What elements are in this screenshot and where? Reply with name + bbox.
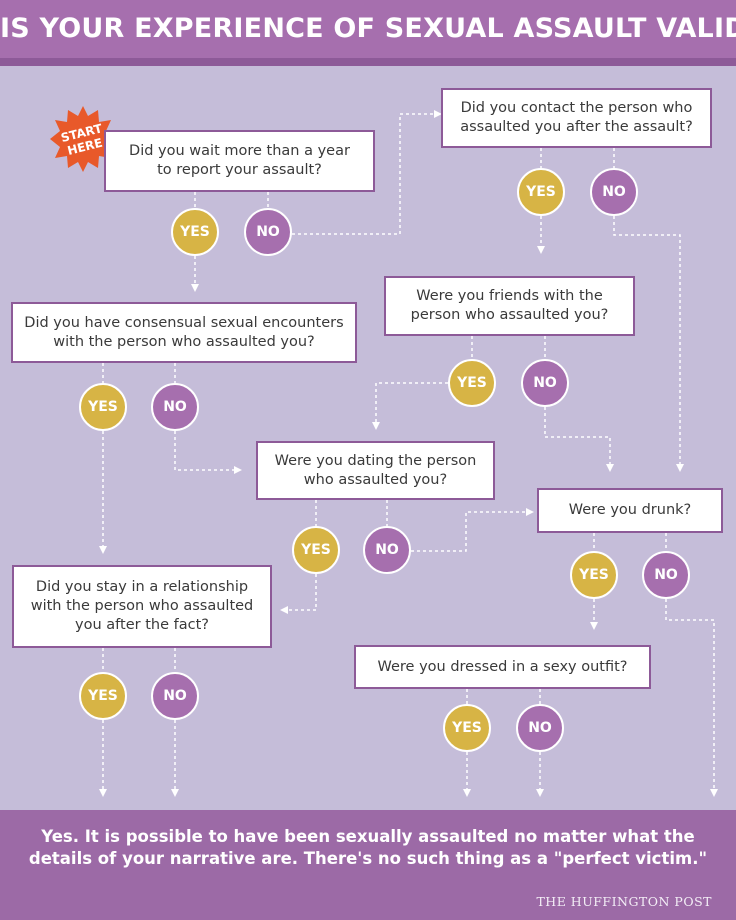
yes-badge: YES (443, 704, 491, 752)
connector-friends-no (544, 407, 614, 472)
question-drunk: Were you drunk? (537, 488, 723, 533)
connector-friends-yes (372, 382, 448, 430)
connector-drunk-no (665, 599, 718, 797)
connector-consensual-no (174, 431, 242, 474)
no-badge: NO (244, 208, 292, 256)
question-relationship: Did you stay in a relationship with the … (12, 565, 272, 648)
yes-badge: YES (292, 526, 340, 574)
connector-contact-no (613, 216, 684, 472)
question-wait-year: Did you wait more than a year to report … (104, 130, 375, 192)
yes-badge: YES (79, 383, 127, 431)
no-badge: NO (590, 168, 638, 216)
connector-dating-no (411, 508, 534, 552)
no-badge: NO (521, 359, 569, 407)
question-contact-after: Did you contact the person who assaulted… (441, 88, 712, 148)
yes-badge: YES (171, 208, 219, 256)
question-sexy-outfit: Were you dressed in a sexy outfit? (354, 645, 651, 689)
no-badge: NO (151, 672, 199, 720)
yes-badge: YES (448, 359, 496, 407)
page-title: IS YOUR EXPERIENCE OF SEXUAL ASSAULT VAL… (0, 13, 736, 44)
no-badge: NO (516, 704, 564, 752)
start-here-badge: START HERE (50, 106, 116, 172)
header-bar (0, 0, 736, 58)
header-stripe (0, 58, 736, 66)
connector-year-no (292, 110, 442, 235)
yes-badge: YES (517, 168, 565, 216)
question-friends: Were you friends with the person who ass… (384, 276, 635, 336)
footer-message: Yes. It is possible to have been sexuall… (28, 827, 708, 868)
yes-badge: YES (79, 672, 127, 720)
yes-badge: YES (570, 551, 618, 599)
footer-bar (0, 810, 736, 920)
connector-dating-yes (280, 574, 317, 614)
question-consensual: Did you have consensual sexual encounter… (11, 302, 357, 363)
question-dating: Were you dating the person who assaulted… (256, 441, 495, 500)
no-badge: NO (363, 526, 411, 574)
no-badge: NO (642, 551, 690, 599)
brand-logo: THE HUFFINGTON POST (536, 894, 712, 909)
no-badge: NO (151, 383, 199, 431)
